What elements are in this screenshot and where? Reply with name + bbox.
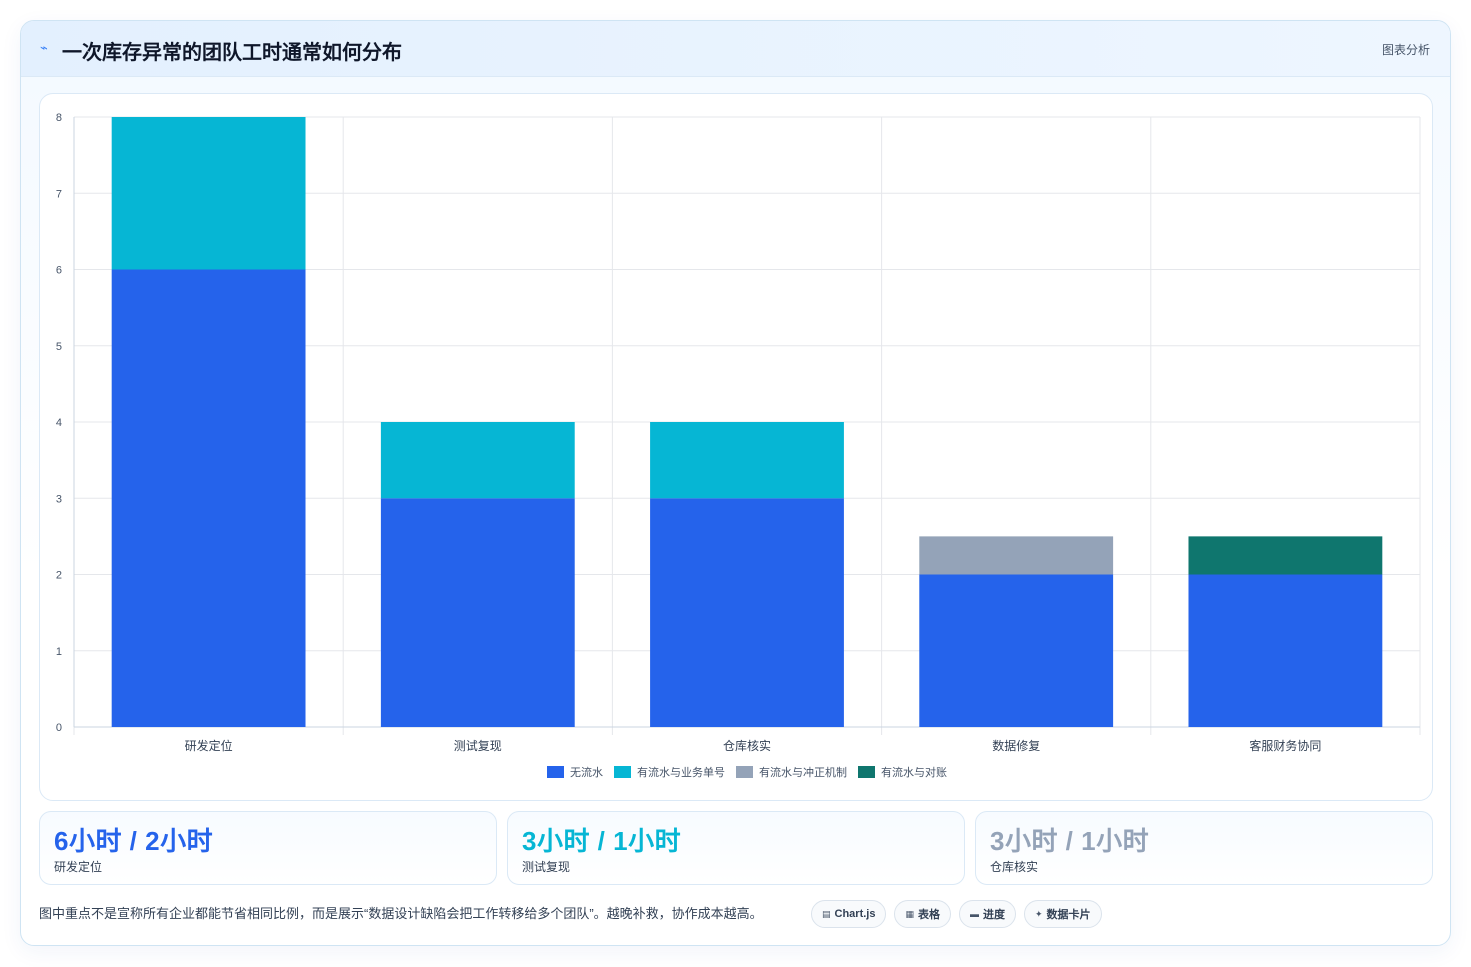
y-tick-label: 2 — [56, 570, 62, 582]
bar-segment — [650, 422, 844, 499]
legend-label: 有流水与业务单号 — [637, 765, 725, 779]
pill-label: Chart.js — [834, 908, 876, 920]
x-tick-label: 客服财务协同 — [1249, 738, 1321, 753]
bar-segment — [111, 117, 306, 270]
legend-label: 有流水与对账 — [881, 765, 947, 779]
y-tick-label: 1 — [56, 646, 62, 658]
x-tick-label: 数据修复 — [992, 738, 1040, 753]
pill-label: 数据卡片 — [1046, 909, 1091, 921]
chart-analysis-tag[interactable]: 图表分析 — [1381, 43, 1430, 57]
footer-note: 图中重点不是宣称所有企业都能节省相同比例，而是展示“数据设计缺陷会把工作转移给多… — [39, 906, 763, 921]
chart-card: ⌁ 一次库存异常的团队工时通常如何分布 图表分析 0 1 2 3 4 5 6 7 8 研发定位 测试… — [20, 20, 1451, 946]
kpi-value: 3小时 / 1小时 — [522, 826, 682, 856]
bar-segment — [650, 498, 844, 727]
bar-segment — [380, 422, 575, 499]
legend-label: 有流水与冲正机制 — [759, 765, 847, 779]
legend-swatch — [547, 766, 564, 778]
y-tick-label: 8 — [56, 112, 62, 124]
kpi-card-0: 6小时 / 2小时 研发定位 — [39, 811, 497, 885]
y-tick-label: 7 — [56, 188, 62, 200]
view-toggle-group: ▤ Chart.js ▦ 表格 ▬ 进度 ✦ 数据卡片 — [811, 900, 1102, 928]
table-pill[interactable]: ▦ 表格 — [894, 900, 951, 928]
kpi-label: 研发定位 — [54, 860, 103, 874]
bar-segment — [919, 536, 1114, 575]
lightning-icon: ⌁ — [40, 40, 48, 55]
table-icon: ▦ — [905, 908, 914, 919]
y-tick-label: 4 — [56, 417, 62, 429]
x-tick-label: 仓库核实 — [723, 738, 771, 753]
y-tick-label: 3 — [56, 493, 62, 505]
bar-segment — [919, 574, 1114, 727]
kpi-label: 仓库核实 — [990, 860, 1039, 874]
bar-segment — [1188, 574, 1383, 727]
x-tick-label: 测试复现 — [454, 738, 502, 753]
y-tick-label: 0 — [56, 722, 62, 734]
chart-icon: ▤ — [822, 908, 831, 919]
chart-container: 0 1 2 3 4 5 6 7 8 研发定位 测试复现 仓库核实 数据修复 客服财务协同无流水 有流水与业务… — [39, 93, 1433, 801]
card-header: ⌁ 一次库存异常的团队工时通常如何分布 图表分析 — [21, 21, 1450, 77]
y-tick-label: 6 — [56, 265, 62, 277]
pill-label: 进度 — [983, 909, 1005, 921]
progress-icon: ▬ — [970, 909, 979, 919]
sparkle-icon: ✦ — [1035, 908, 1043, 919]
bar-segment — [380, 498, 575, 727]
legend-swatch — [736, 766, 753, 778]
legend-swatch — [858, 766, 875, 778]
bar-segment — [1188, 536, 1383, 575]
x-tick-label: 研发定位 — [185, 738, 233, 753]
data-card-pill[interactable]: ✦ 数据卡片 — [1024, 900, 1102, 928]
kpi-value: 3小时 / 1小时 — [990, 826, 1150, 856]
kpi-card-1: 3小时 / 1小时 测试复现 — [507, 811, 965, 885]
kpi-label: 测试复现 — [522, 860, 571, 874]
kpi-card-2: 3小时 / 1小时 仓库核实 — [975, 811, 1433, 885]
chart-title: 一次库存异常的团队工时通常如何分布 — [62, 42, 402, 64]
y-tick-label: 5 — [56, 341, 62, 353]
chartjs-pill[interactable]: ▤ Chart.js — [811, 900, 887, 928]
pill-label: 表格 — [918, 909, 940, 921]
progress-pill[interactable]: ▬ 进度 — [959, 900, 1016, 928]
bar-segment — [111, 269, 306, 727]
legend-swatch — [614, 766, 631, 778]
legend-label: 无流水 — [570, 765, 603, 779]
kpi-value: 6小时 / 2小时 — [54, 826, 214, 856]
